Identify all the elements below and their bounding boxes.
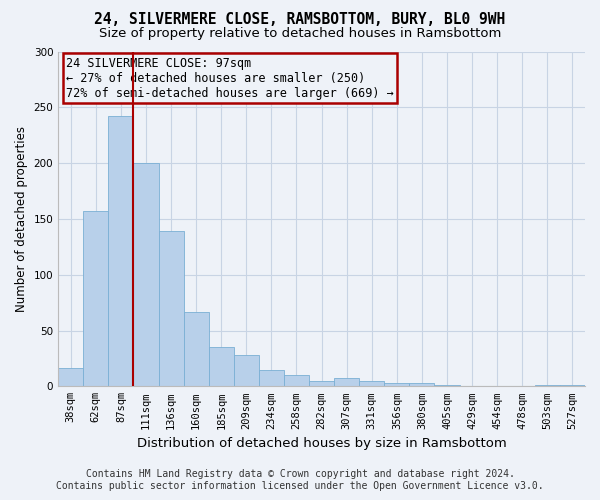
Bar [359,380,385,386]
Bar [434,385,460,386]
Bar [284,375,309,386]
Bar [535,385,560,386]
Y-axis label: Number of detached properties: Number of detached properties [15,126,28,312]
Text: Size of property relative to detached houses in Ramsbottom: Size of property relative to detached ho… [99,28,501,40]
Bar [184,312,209,386]
Bar [409,383,434,386]
Bar [83,211,109,386]
Bar [259,370,284,386]
Bar [560,385,585,386]
X-axis label: Distribution of detached houses by size in Ramsbottom: Distribution of detached houses by size … [137,437,506,450]
Text: 24, SILVERMERE CLOSE, RAMSBOTTOM, BURY, BL0 9WH: 24, SILVERMERE CLOSE, RAMSBOTTOM, BURY, … [94,12,506,28]
Bar [133,163,158,386]
Bar [334,378,359,386]
Bar [385,383,409,386]
Bar [209,347,234,387]
Bar [58,368,83,386]
Bar [109,116,133,386]
Text: 24 SILVERMERE CLOSE: 97sqm
← 27% of detached houses are smaller (250)
72% of sem: 24 SILVERMERE CLOSE: 97sqm ← 27% of deta… [66,56,394,100]
Bar [158,231,184,386]
Bar [309,380,334,386]
Bar [234,355,259,386]
Text: Contains HM Land Registry data © Crown copyright and database right 2024.
Contai: Contains HM Land Registry data © Crown c… [56,470,544,491]
